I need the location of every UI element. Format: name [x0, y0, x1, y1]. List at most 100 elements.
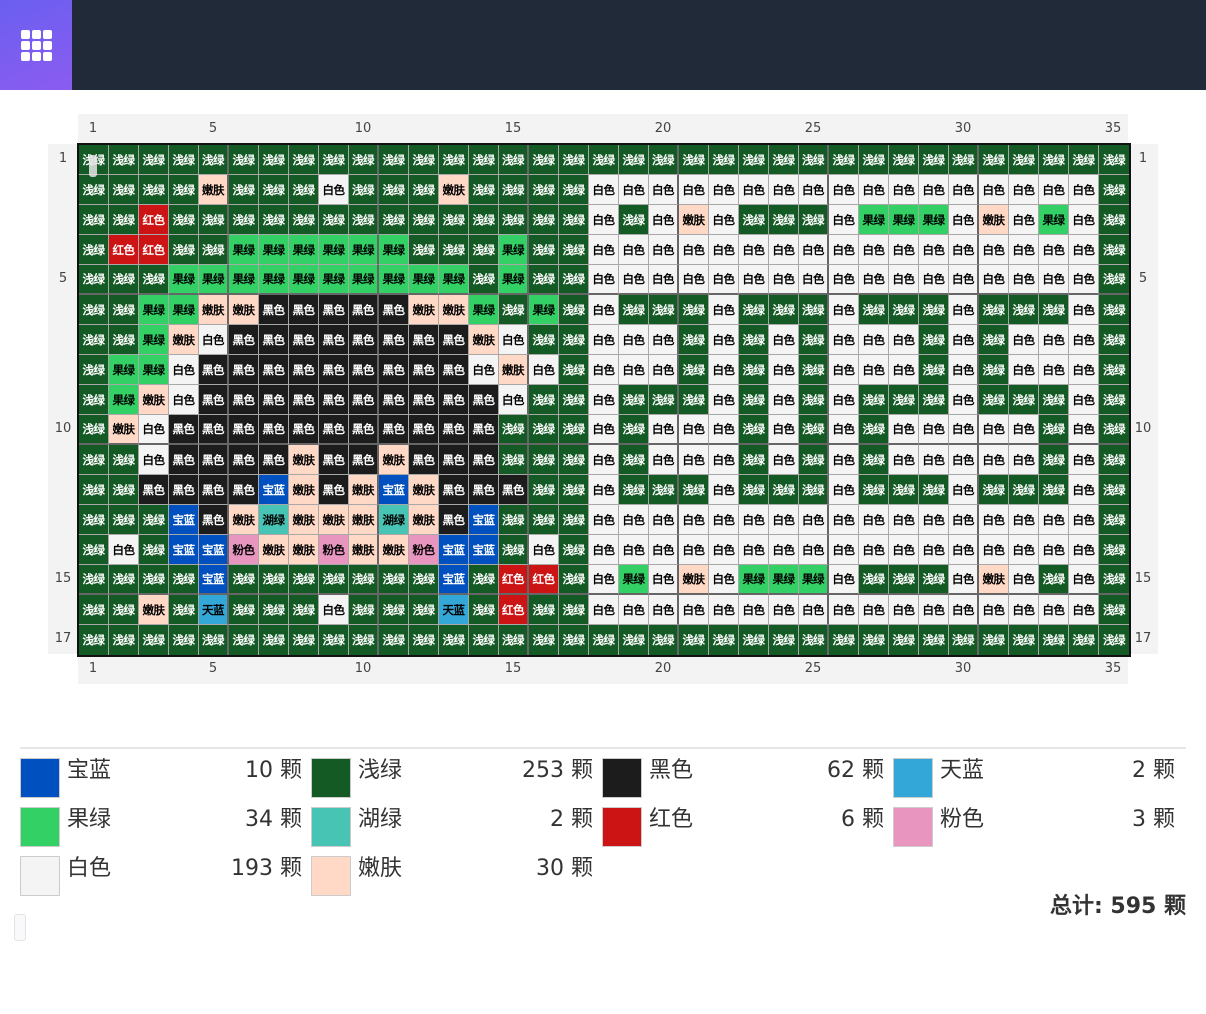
bead-pattern-grid[interactable]: 浅绿 浅绿 浅绿 浅绿 浅绿 浅绿 浅绿 浅绿 浅绿 浅绿 浅绿 浅绿 浅绿 浅绿 浅绿 浅绿 浅绿 浅绿 浅绿 浅绿…	[77, 143, 1131, 657]
bead-cell[interactable]: 白色	[829, 415, 859, 445]
bead-cell[interactable]: 白色	[829, 235, 859, 265]
bead-cell[interactable]: 浅绿	[79, 445, 109, 475]
bead-cell[interactable]: 浅绿	[499, 445, 529, 475]
bead-cell[interactable]: 黑色	[319, 355, 349, 385]
bead-cell[interactable]: 浅绿	[889, 625, 919, 655]
bead-cell[interactable]: 黑色	[439, 355, 469, 385]
bead-cell[interactable]: 浅绿	[1099, 205, 1129, 235]
bead-cell[interactable]: 浅绿	[289, 145, 319, 175]
bead-cell[interactable]: 白色	[949, 175, 979, 205]
bead-cell[interactable]: 宝蓝	[469, 505, 499, 535]
bead-cell[interactable]: 浅绿	[139, 265, 169, 295]
bead-cell[interactable]: 白色	[979, 265, 1009, 295]
bead-cell[interactable]: 白色	[1009, 535, 1039, 565]
bead-cell[interactable]: 白色	[949, 445, 979, 475]
bead-cell[interactable]: 白色	[769, 505, 799, 535]
bead-cell[interactable]: 果绿	[889, 205, 919, 235]
bead-cell[interactable]: 白色	[619, 235, 649, 265]
bead-cell[interactable]: 浅绿	[409, 235, 439, 265]
bead-cell[interactable]: 宝蓝	[199, 565, 229, 595]
bead-cell[interactable]: 浅绿	[619, 385, 649, 415]
bead-cell[interactable]: 白色	[829, 205, 859, 235]
bead-cell[interactable]: 浅绿	[559, 145, 589, 175]
bead-cell[interactable]: 浅绿	[79, 265, 109, 295]
bead-cell[interactable]: 浅绿	[529, 145, 559, 175]
bead-cell[interactable]: 白色	[619, 595, 649, 625]
bead-cell[interactable]: 白色	[589, 265, 619, 295]
bead-cell[interactable]: 浅绿	[949, 625, 979, 655]
bead-cell[interactable]: 黑色	[499, 475, 529, 505]
bead-cell[interactable]: 黑色	[289, 355, 319, 385]
bead-cell[interactable]: 宝蓝	[439, 535, 469, 565]
bead-cell[interactable]: 浅绿	[529, 505, 559, 535]
bead-cell[interactable]: 白色	[679, 595, 709, 625]
bead-cell[interactable]: 白色	[769, 415, 799, 445]
bead-cell[interactable]: 白色	[829, 295, 859, 325]
bead-cell[interactable]: 白色	[649, 595, 679, 625]
bead-cell[interactable]: 浅绿	[349, 595, 379, 625]
bead-cell[interactable]: 浅绿	[1039, 385, 1069, 415]
bead-cell[interactable]: 浅绿	[979, 385, 1009, 415]
bead-cell[interactable]: 红色	[139, 205, 169, 235]
bead-cell[interactable]: 嫩肤	[289, 475, 319, 505]
bead-cell[interactable]: 白色	[1069, 415, 1099, 445]
bead-cell[interactable]: 浅绿	[379, 145, 409, 175]
bead-cell[interactable]: 浅绿	[649, 475, 679, 505]
bead-cell[interactable]: 浅绿	[1069, 625, 1099, 655]
bead-cell[interactable]: 嫩肤	[349, 535, 379, 565]
bead-cell[interactable]: 红色	[139, 235, 169, 265]
bead-cell[interactable]: 白色	[589, 505, 619, 535]
bead-cell[interactable]: 白色	[949, 535, 979, 565]
bead-cell[interactable]: 浅绿	[289, 205, 319, 235]
bead-cell[interactable]: 白色	[739, 235, 769, 265]
bead-cell[interactable]: 浅绿	[379, 625, 409, 655]
bead-cell[interactable]: 白色	[979, 505, 1009, 535]
bead-cell[interactable]: 白色	[319, 175, 349, 205]
bead-cell[interactable]: 黑色	[319, 475, 349, 505]
bead-cell[interactable]: 白色	[829, 325, 859, 355]
bead-cell[interactable]: 浅绿	[649, 145, 679, 175]
bead-cell[interactable]: 黑色	[439, 475, 469, 505]
bead-cell[interactable]: 果绿	[109, 355, 139, 385]
bead-cell[interactable]: 白色	[649, 205, 679, 235]
bead-cell[interactable]: 浅绿	[79, 415, 109, 445]
bead-cell[interactable]: 白色	[709, 535, 739, 565]
bead-cell[interactable]: 浅绿	[559, 565, 589, 595]
bead-cell[interactable]: 黑色	[229, 385, 259, 415]
bead-cell[interactable]: 黑色	[469, 385, 499, 415]
bead-cell[interactable]: 嫩肤	[409, 295, 439, 325]
bead-cell[interactable]: 白色	[829, 535, 859, 565]
bead-cell[interactable]: 白色	[799, 505, 829, 535]
bead-cell[interactable]: 浅绿	[199, 145, 229, 175]
bead-cell[interactable]: 嫩肤	[679, 205, 709, 235]
bead-cell[interactable]: 白色	[1009, 175, 1039, 205]
bead-cell[interactable]: 浅绿	[499, 415, 529, 445]
bead-cell[interactable]: 浅绿	[499, 295, 529, 325]
bead-cell[interactable]: 浅绿	[169, 145, 199, 175]
bead-cell[interactable]: 浅绿	[559, 265, 589, 295]
bead-cell[interactable]: 白色	[889, 175, 919, 205]
bead-cell[interactable]: 浅绿	[1009, 385, 1039, 415]
bead-cell[interactable]: 白色	[739, 175, 769, 205]
bead-cell[interactable]: 浅绿	[409, 175, 439, 205]
bead-cell[interactable]: 白色	[799, 235, 829, 265]
bead-cell[interactable]: 白色	[709, 355, 739, 385]
bead-cell[interactable]: 浅绿	[79, 565, 109, 595]
bead-cell[interactable]: 浅绿	[739, 415, 769, 445]
bead-cell[interactable]: 浅绿	[439, 625, 469, 655]
bead-cell[interactable]: 浅绿	[799, 325, 829, 355]
bead-cell[interactable]: 白色	[829, 175, 859, 205]
bead-cell[interactable]: 浅绿	[499, 535, 529, 565]
bead-cell[interactable]: 宝蓝	[169, 505, 199, 535]
bead-cell[interactable]: 白色	[1039, 595, 1069, 625]
bead-cell[interactable]: 白色	[829, 475, 859, 505]
bead-cell[interactable]: 浅绿	[799, 355, 829, 385]
bead-cell[interactable]: 白色	[739, 535, 769, 565]
bead-cell[interactable]: 黑色	[289, 325, 319, 355]
bead-cell[interactable]: 黑色	[409, 355, 439, 385]
bead-cell[interactable]: 果绿	[259, 235, 289, 265]
bead-cell[interactable]: 黑色	[169, 415, 199, 445]
bead-cell[interactable]: 果绿	[499, 265, 529, 295]
bead-cell[interactable]: 浅绿	[619, 145, 649, 175]
bead-cell[interactable]: 浅绿	[109, 445, 139, 475]
